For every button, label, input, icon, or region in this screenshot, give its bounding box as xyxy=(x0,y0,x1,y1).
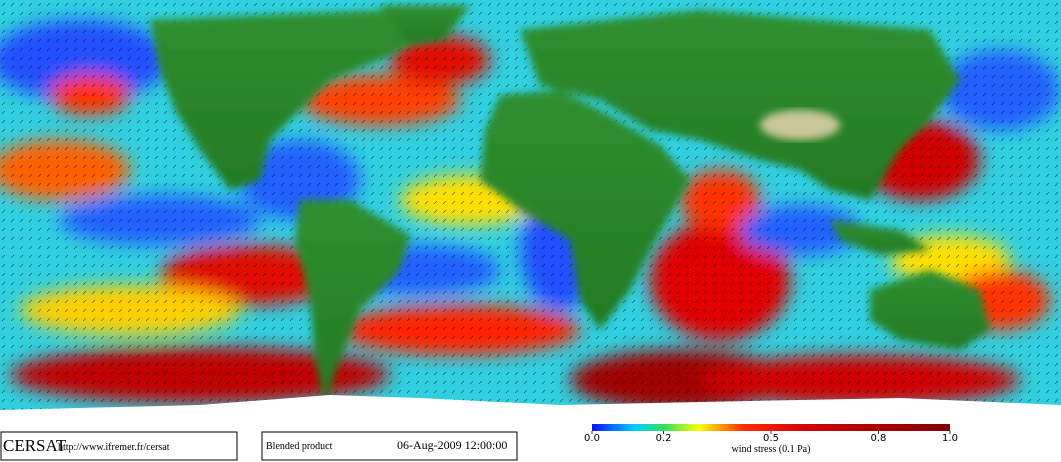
colorbar-label: wind stress (0.1 Pa) xyxy=(732,444,811,455)
colorbar xyxy=(592,424,950,431)
colorbar-tick-label: 0.8 xyxy=(870,433,886,444)
logo: CERSAT xyxy=(3,436,67,455)
colorbar-tick-label: 0.2 xyxy=(656,433,672,444)
colorbar-tick-label: 0.5 xyxy=(763,433,779,444)
product: Blended product xyxy=(266,441,333,452)
colorbar-tick-label: 1.0 xyxy=(942,433,958,444)
land xyxy=(150,5,990,405)
colorbar-tick-label: 0.0 xyxy=(584,433,600,444)
timestamp: 06-Aug-2009 12:00:00 xyxy=(397,438,507,452)
url: http://www.ifremer.fr/cersat xyxy=(58,442,170,453)
logo-box xyxy=(0,431,238,461)
product-box xyxy=(261,431,518,461)
antarctica xyxy=(0,395,1061,425)
plateau xyxy=(760,110,840,140)
